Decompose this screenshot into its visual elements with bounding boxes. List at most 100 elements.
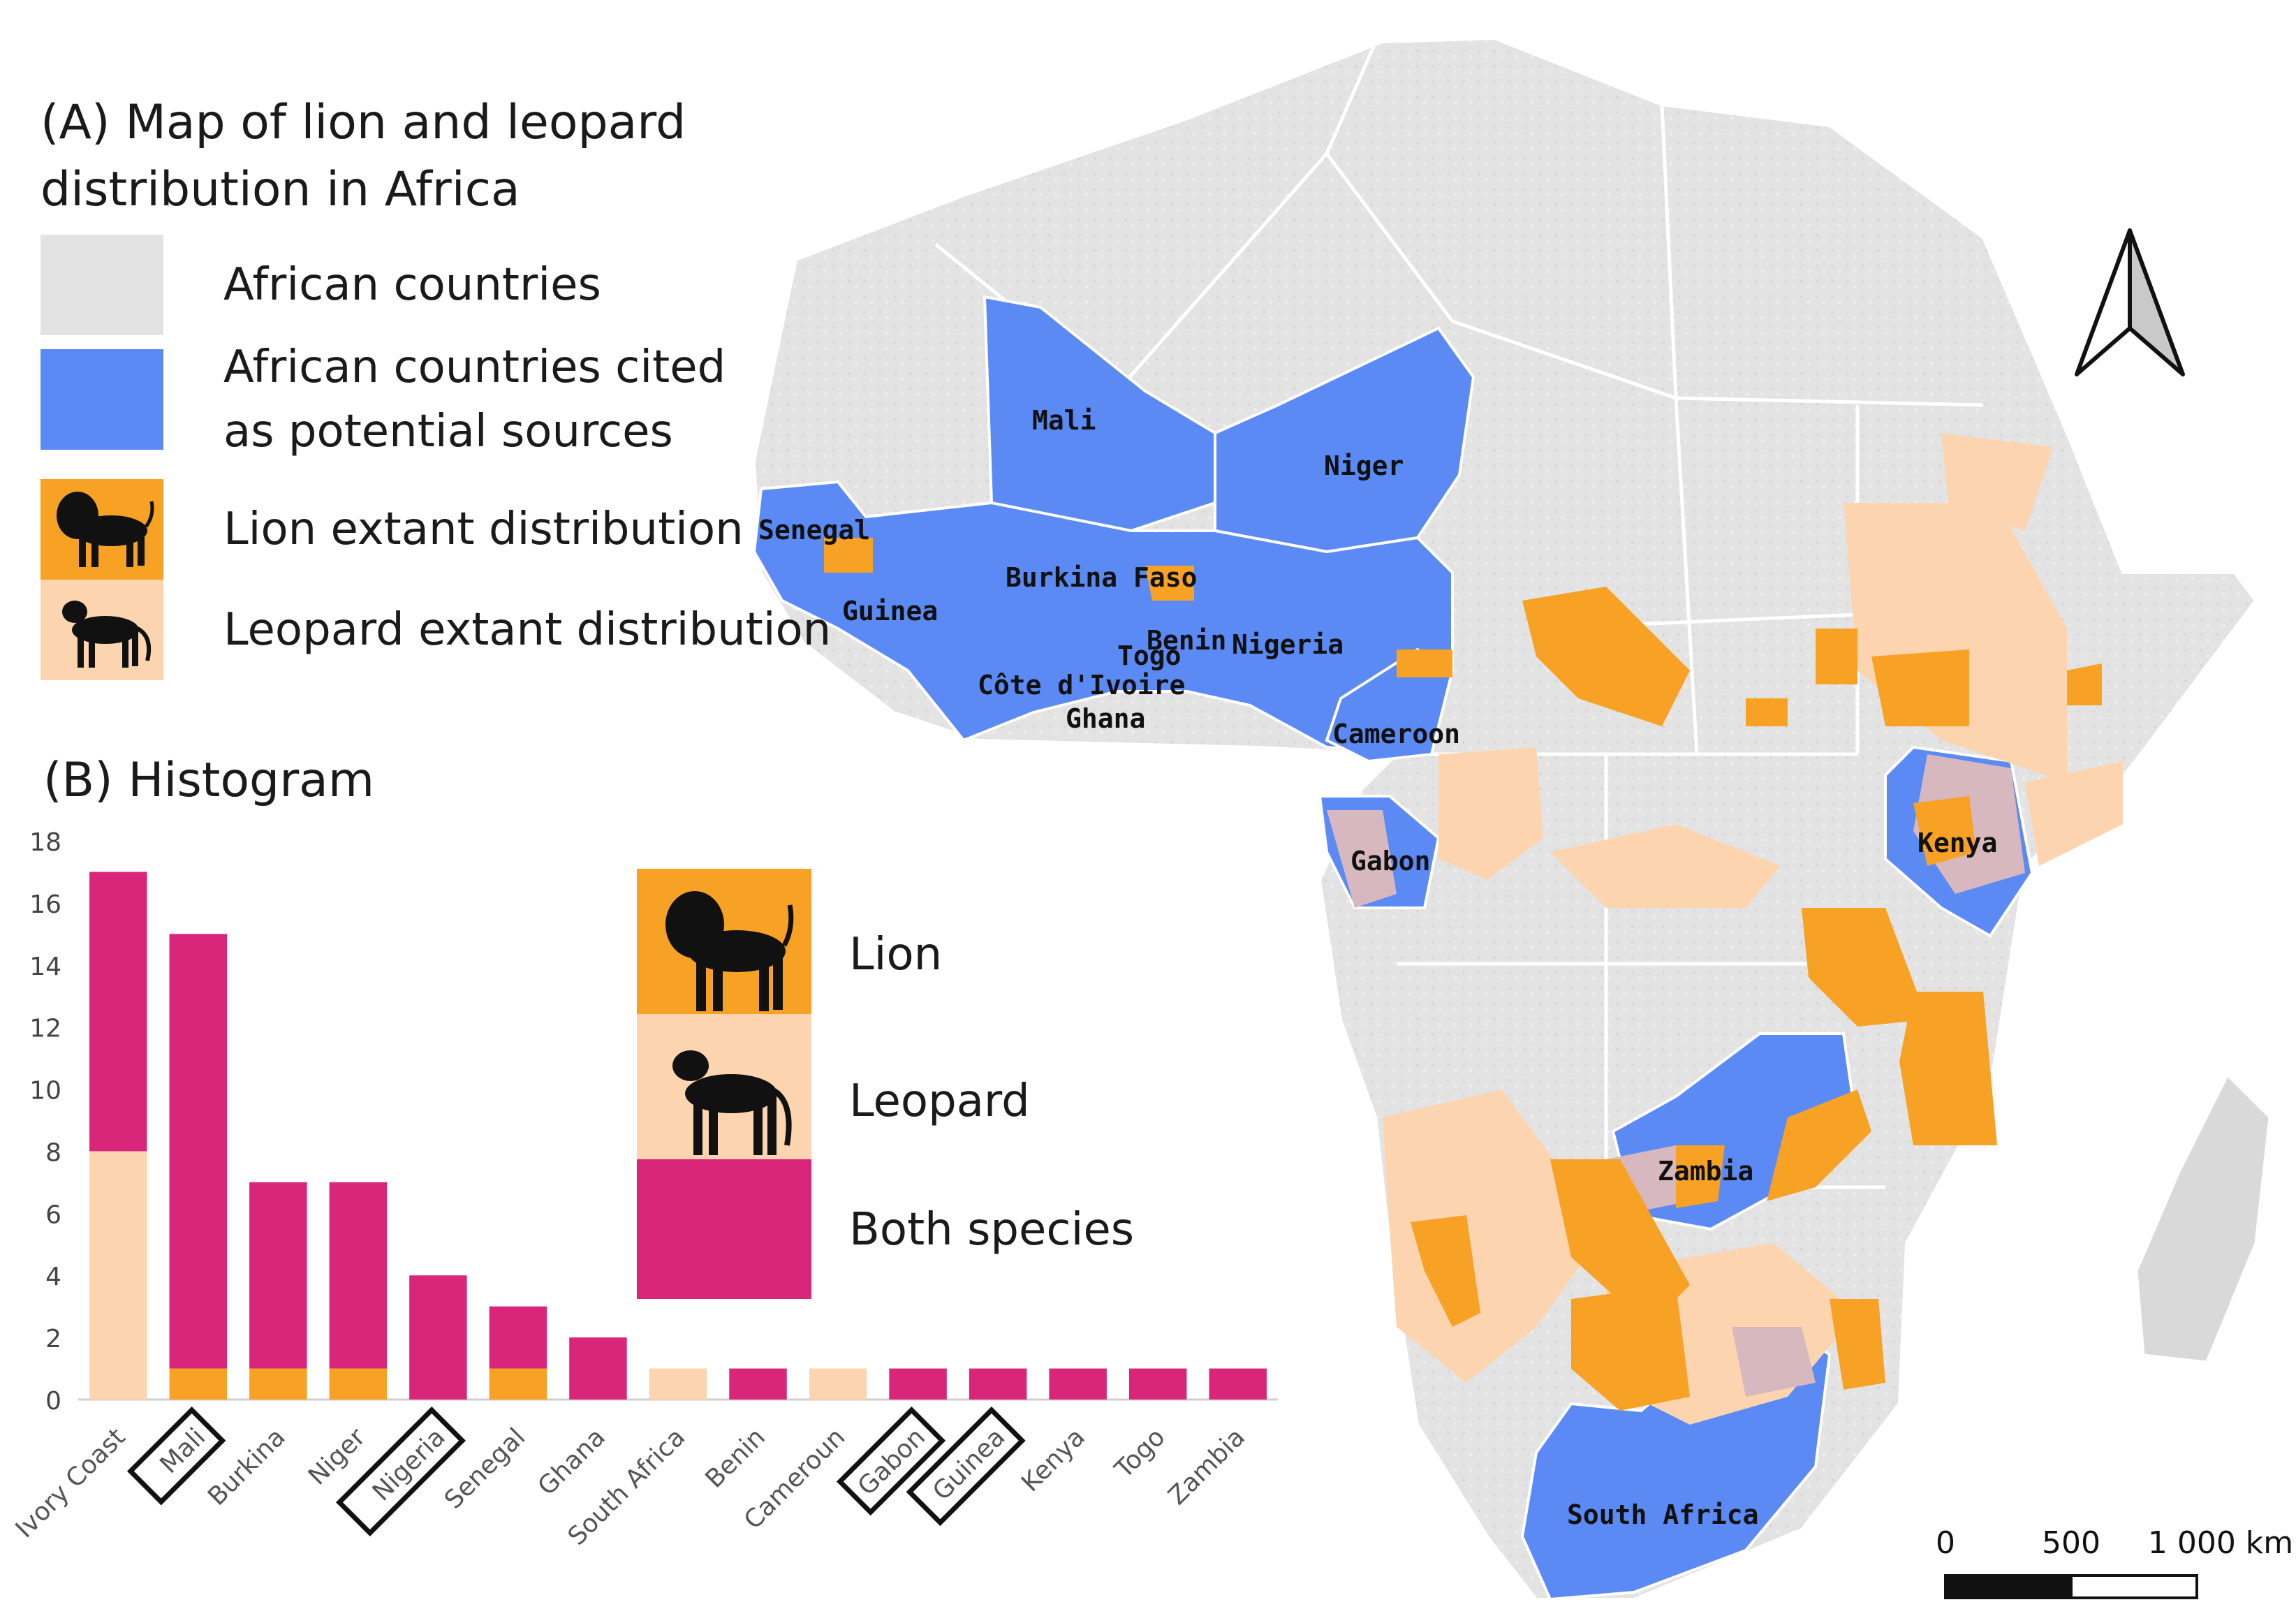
highlight-box xyxy=(126,1407,226,1506)
y-tick-label: 4 xyxy=(45,1263,61,1291)
x-tick-label: Senegal xyxy=(439,1423,531,1514)
x-tick-label: Togo xyxy=(1109,1423,1170,1484)
x-tick-group: Ivory Coast xyxy=(10,1423,131,1543)
bar-lion xyxy=(489,1368,547,1400)
bar-leopard xyxy=(809,1368,867,1400)
y-tick-label: 12 xyxy=(29,1015,61,1043)
country-labels: Mali Niger Senegal Burkina Faso Guinea B… xyxy=(758,405,1997,1530)
label-senegal: Senegal xyxy=(758,515,870,545)
label-togo: Togo xyxy=(1117,640,1182,671)
x-tick-group: Kenya xyxy=(1016,1423,1091,1497)
highlight-box xyxy=(906,1407,1026,1527)
bar-lion xyxy=(329,1368,388,1400)
x-tick-group: Nigeria xyxy=(336,1407,466,1537)
swatch-lion xyxy=(41,479,163,580)
label-niger: Niger xyxy=(1324,450,1404,481)
scale-label-0: 0 xyxy=(1936,1525,1955,1561)
species-label-both: Both species xyxy=(849,1204,1135,1256)
lion-range xyxy=(824,538,2102,1411)
label-kenya: Kenya xyxy=(1918,828,1997,858)
y-tick-label: 2 xyxy=(45,1325,61,1353)
legend-item-african-countries: African countries xyxy=(41,235,782,335)
x-tick-group: Benin xyxy=(700,1423,770,1493)
label-ghana: Ghana xyxy=(1066,703,1145,734)
y-tick-label: 6 xyxy=(45,1200,61,1229)
bar-both-species xyxy=(1128,1368,1187,1400)
x-tick-group: Zambia xyxy=(1163,1423,1251,1511)
species-swatch-lion xyxy=(637,869,811,1014)
species-label-leopard: Leopard xyxy=(849,1075,1030,1127)
cited-countries xyxy=(752,295,2034,1601)
x-tick-label: Ghana xyxy=(533,1423,611,1501)
x-tick-group: Senegal xyxy=(439,1423,531,1514)
y-tick-label: 18 xyxy=(29,828,61,857)
label-mali: Mali xyxy=(1032,405,1096,436)
highlight-box xyxy=(836,1407,946,1516)
scale-bar: 0 500 1 000 km xyxy=(1936,1525,2293,1599)
x-tick-group: Ghana xyxy=(533,1423,611,1501)
lion-icon xyxy=(665,891,794,1011)
label-nigeria: Nigeria xyxy=(1232,629,1344,660)
y-tick-label: 10 xyxy=(29,1077,61,1106)
label-guinea: Guinea xyxy=(842,596,938,626)
bar-both-species xyxy=(889,1368,947,1400)
x-tick-label: Benin xyxy=(700,1423,770,1493)
bar-leopard xyxy=(649,1368,707,1400)
north-arrow-icon xyxy=(2075,228,2185,376)
bar-lion xyxy=(249,1368,307,1400)
bar-both-species xyxy=(1209,1368,1267,1400)
bar-both-species xyxy=(489,1306,547,1369)
histogram-title: (B) Histogram xyxy=(43,753,375,808)
legend-label-cited-countries: African countries cited as potential sou… xyxy=(223,342,726,457)
label-zambia: Zambia xyxy=(1658,1156,1753,1187)
y-tick-label: 0 xyxy=(45,1387,61,1416)
bar-both-species xyxy=(329,1182,388,1369)
label-burkina-faso: Burkina Faso xyxy=(1006,562,1198,593)
species-legend xyxy=(637,869,811,1302)
bar-both-species xyxy=(1049,1368,1107,1400)
label-benin: Benin xyxy=(1147,625,1226,656)
bar-both-species xyxy=(729,1368,787,1400)
x-tick-group: Gabon xyxy=(836,1407,946,1516)
scale-label-1000-km: 1 000 km xyxy=(2148,1525,2293,1561)
x-tick-label: Ivory Coast xyxy=(10,1423,131,1543)
legend-label-african-countries: African countries xyxy=(223,259,601,311)
bar-lion xyxy=(169,1368,228,1400)
legend-title: (A) Map of lion and leopard distribution… xyxy=(41,95,686,217)
madagascar xyxy=(2135,1073,2271,1363)
bar-both-species xyxy=(89,872,147,1152)
label-south-africa: South Africa xyxy=(1567,1499,1759,1530)
legend-item-leopard: Leopard extant distribution xyxy=(41,580,852,680)
label-cote-divoire: Côte d'Ivoire xyxy=(978,670,1185,700)
y-tick-label: 14 xyxy=(29,953,61,981)
legend-label-leopard: Leopard extant distribution xyxy=(223,604,832,656)
legend-item-cited-countries: African countries cited as potential sou… xyxy=(41,335,754,464)
bar-both-species xyxy=(169,934,228,1369)
y-tick-label: 8 xyxy=(45,1138,61,1167)
leopard-icon xyxy=(672,1050,792,1155)
x-tick-label: Zambia xyxy=(1163,1423,1251,1511)
species-swatch-leopard xyxy=(637,1014,811,1159)
bar-both-species xyxy=(409,1275,467,1400)
legend-item-lion: Lion extant distribution xyxy=(41,479,796,580)
x-tick-label: Mali xyxy=(154,1423,211,1479)
lion-icon xyxy=(57,492,154,567)
scale-label-500: 500 xyxy=(2042,1525,2100,1561)
swatch-cited-countries xyxy=(41,349,163,450)
leopard-range xyxy=(1383,433,2123,1425)
legend-label-lion: Lion extant distribution xyxy=(223,504,744,555)
bar-both-species xyxy=(249,1182,307,1369)
highlight-box xyxy=(336,1407,466,1537)
label-cameroon: Cameroon xyxy=(1332,719,1460,749)
swatch-african-countries xyxy=(41,235,163,335)
bar-both-species xyxy=(569,1337,627,1400)
species-swatch-both xyxy=(637,1159,811,1299)
bar-both-species xyxy=(969,1368,1027,1400)
species-label-lion: Lion xyxy=(849,929,943,981)
x-tick-group: Togo xyxy=(1109,1423,1170,1484)
x-tick-label: Kenya xyxy=(1016,1423,1091,1497)
swatch-leopard xyxy=(41,580,163,680)
leopard-icon xyxy=(62,601,152,668)
bar-leopard xyxy=(89,1151,147,1400)
